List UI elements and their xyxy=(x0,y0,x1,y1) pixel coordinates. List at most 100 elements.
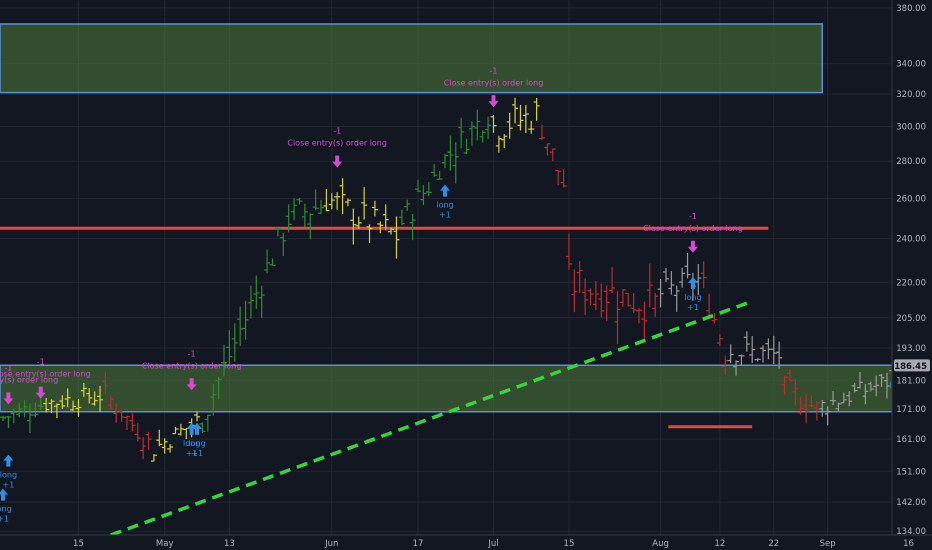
signal-label: Close entry(s) order long xyxy=(287,139,387,148)
ohlc-bar xyxy=(582,278,589,315)
ohlc-bar xyxy=(59,395,66,409)
ohlc-bar xyxy=(781,375,788,395)
signal-label: long xyxy=(188,439,205,448)
ohlc-bar xyxy=(630,293,637,313)
ohlc-bar xyxy=(274,227,281,237)
ohlc-bar xyxy=(576,260,583,293)
time-tick-label: Jun xyxy=(324,539,338,549)
price-tick-label: 260.00 xyxy=(896,194,926,204)
ohlc-bar xyxy=(803,393,810,424)
ohlc-bar xyxy=(878,374,885,387)
price-tick-label: 220.00 xyxy=(896,278,926,288)
ohlc-bar xyxy=(684,252,691,279)
ohlc-bar xyxy=(134,423,141,442)
signal-label: long xyxy=(684,293,701,302)
ohlc-bar xyxy=(840,392,847,404)
price-axis[interactable]: 134.00 142.00 151.00 161.00 171.00 181.00 193.… xyxy=(891,0,932,550)
ohlc-bar xyxy=(280,233,287,256)
support-resistance-zone xyxy=(0,23,824,94)
signal-qty: +1 xyxy=(687,303,699,312)
ohlc-bar xyxy=(339,178,346,215)
ohlc-bar xyxy=(857,372,864,389)
ohlc-bar xyxy=(53,403,60,419)
ohlc-bar xyxy=(641,301,648,339)
price-tick-label: 151.00 xyxy=(896,467,926,477)
ohlc-bar xyxy=(560,169,567,188)
ohlc-bar xyxy=(474,109,481,141)
ohlc-bar xyxy=(441,154,448,169)
up-arrow-icon xyxy=(0,488,8,501)
ohlc-bar xyxy=(452,142,459,184)
trend-line xyxy=(110,301,748,537)
ohlc-bar xyxy=(355,216,362,230)
ohlc-bar xyxy=(194,411,201,422)
ohlc-bar xyxy=(851,383,858,393)
ohlc-bar xyxy=(463,138,470,154)
long-entry-signal: long+1 xyxy=(183,422,200,458)
ohlc-bar xyxy=(808,395,815,408)
ohlc-bar xyxy=(32,402,39,418)
ohlc-bar xyxy=(123,415,130,431)
ohlc-bar xyxy=(668,271,675,295)
ohlc-bar xyxy=(603,285,610,321)
ohlc-bar xyxy=(220,344,227,377)
time-tick-label: Sep xyxy=(820,539,836,549)
price-tick-label: 280.00 xyxy=(896,157,926,167)
ohlc-bar xyxy=(16,402,23,418)
ohlc-bar xyxy=(425,182,432,197)
ohlc-bar xyxy=(21,399,28,418)
ohlc-bar xyxy=(264,249,271,274)
close-exit-signal: -1 Close entry(s) order long xyxy=(0,363,58,405)
ohlc-bar xyxy=(204,414,211,432)
signal-qty: +1 xyxy=(191,449,203,458)
down-arrow-icon xyxy=(3,392,14,405)
ohlc-bar xyxy=(285,204,292,233)
price-tick-label: 134.00 xyxy=(896,527,926,537)
ohlc-bar xyxy=(415,179,422,193)
ohlc-bar xyxy=(361,187,368,220)
ohlc-bar xyxy=(344,198,351,207)
ohlc-bar xyxy=(625,292,632,307)
price-tick-label: 193.00 xyxy=(896,344,926,354)
signal-qty: -1 xyxy=(489,66,497,75)
ohlc-bar xyxy=(754,358,761,362)
price-tick-label: 161.00 xyxy=(896,435,926,445)
down-arrow-icon xyxy=(35,386,46,399)
signal-qty: -1 xyxy=(4,363,12,372)
ohlc-bar xyxy=(253,275,260,309)
signal-label: Close entry(s) order long xyxy=(0,375,58,384)
ohlc-bar xyxy=(749,336,756,363)
ohlc-bar xyxy=(565,233,572,270)
up-arrow-icon xyxy=(439,184,450,197)
ohlc-bar xyxy=(296,198,303,205)
long-entry-signal: long+1 xyxy=(684,276,702,312)
long-entry-signal: long+1 xyxy=(436,184,454,220)
down-arrow-icon xyxy=(186,378,197,391)
price-axis-background xyxy=(892,0,932,550)
ohlc-bar xyxy=(835,402,842,411)
ohlc-bar xyxy=(830,391,837,406)
time-axis[interactable]: 15 May 13 Jun 17 Jul 15 Aug 12 22 Sep 16 xyxy=(0,534,932,550)
time-tick-label: 12 xyxy=(714,539,725,549)
ohlc-bar xyxy=(48,399,55,414)
ohlc-bar xyxy=(727,344,734,364)
ohlc-bar xyxy=(5,415,12,429)
up-arrow-icon xyxy=(687,276,698,289)
ohlc-bar xyxy=(409,214,416,241)
ohlc-bar xyxy=(716,334,723,346)
ohlc-bar xyxy=(43,398,50,413)
ohlc-bar xyxy=(231,323,238,362)
ohlc-bar xyxy=(662,267,669,282)
ohlc-bar xyxy=(501,134,508,149)
signal-label: Close entry(s) order long xyxy=(643,224,743,233)
current-price-badge xyxy=(894,359,930,372)
close-exit-signal: -1 Close entry(s) order long xyxy=(287,127,387,168)
down-arrow-icon xyxy=(488,95,499,108)
price-tick-label: 142.00 xyxy=(896,498,926,508)
close-exit-signal: -1 Close entry(s) order long xyxy=(142,349,241,391)
ohlc-bar xyxy=(776,341,783,369)
ohlc-bar xyxy=(247,285,254,319)
ohlc-bar xyxy=(366,224,373,244)
ohlc-bar xyxy=(867,381,874,392)
